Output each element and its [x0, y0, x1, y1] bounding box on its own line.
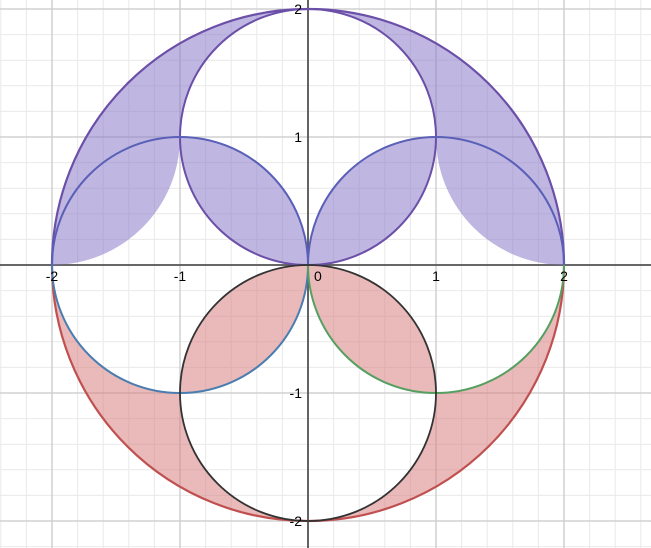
x-tick-label: 1	[432, 268, 440, 284]
y-tick-label: 2	[294, 1, 302, 17]
x-tick-label: -1	[174, 268, 187, 284]
y-tick-label: -2	[290, 513, 303, 529]
x-tick-label: 0	[314, 268, 322, 284]
x-tick-label: 2	[560, 268, 568, 284]
y-tick-label: -1	[290, 385, 303, 401]
y-tick-label: 1	[294, 129, 302, 145]
x-tick-label: -2	[46, 268, 59, 284]
chart-container: -2 -1 0 1 2 -2 -1 1 2	[0, 0, 651, 548]
coordinate-plot: -2 -1 0 1 2 -2 -1 1 2	[0, 0, 651, 548]
